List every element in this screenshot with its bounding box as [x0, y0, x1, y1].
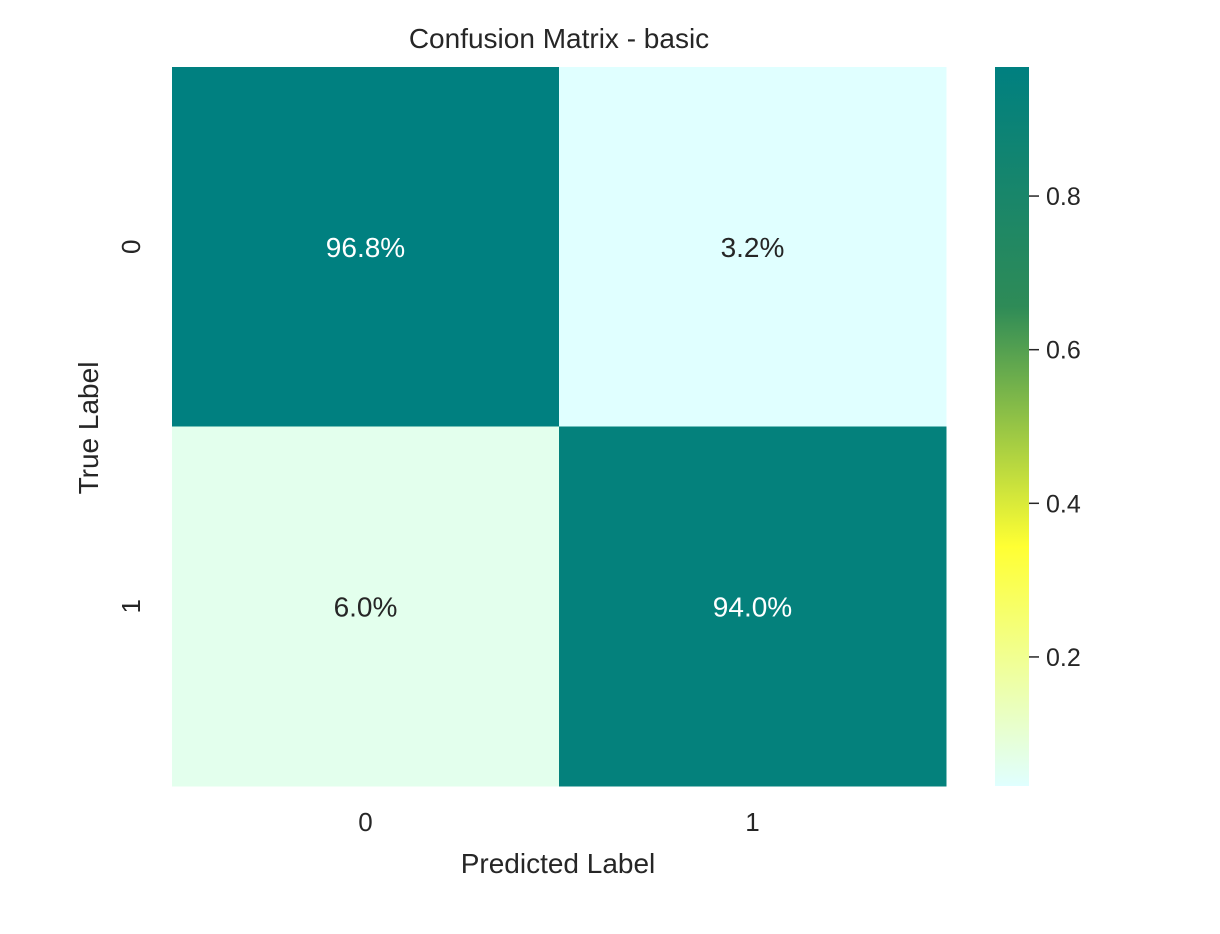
colorbar: [995, 67, 1029, 786]
cell-label-1-0: 6.0%: [334, 591, 398, 622]
colorbar-tick-label-3: 0.8: [1046, 183, 1081, 211]
heatmap-cell-0-1: [559, 67, 947, 427]
heatmap-cell-labels: 96.8% 3.2% 6.0% 94.0%: [326, 232, 792, 623]
y-axis-label: True Label: [73, 362, 104, 495]
y-axis-ticks: 01: [116, 240, 146, 614]
x-axis-label: Predicted Label: [461, 848, 656, 879]
y-tick-label-1: 1: [116, 599, 146, 613]
heatmap-cell-1-1: [559, 426, 947, 787]
heatmap-cell-0-0: [172, 67, 560, 427]
cell-label-0-1: 3.2%: [721, 232, 785, 263]
cell-label-0-0: 96.8%: [326, 232, 405, 263]
heatmap-cell-1-0: [172, 426, 560, 787]
y-tick-label-0: 0: [116, 240, 146, 254]
colorbar-tick-label-2: 0.6: [1046, 337, 1081, 365]
heatmap-cells: [172, 67, 947, 787]
x-tick-label-1: 1: [745, 807, 759, 837]
colorbar-tick-label-0: 0.2: [1046, 644, 1081, 672]
colorbar-tick-label-1: 0.4: [1046, 490, 1081, 518]
x-tick-label-0: 0: [358, 807, 372, 837]
cell-label-1-1: 94.0%: [713, 591, 792, 622]
colorbar-ticks: 0.2 0.4 0.6 0.8: [1029, 183, 1081, 672]
chart-title: Confusion Matrix - basic: [409, 23, 709, 54]
